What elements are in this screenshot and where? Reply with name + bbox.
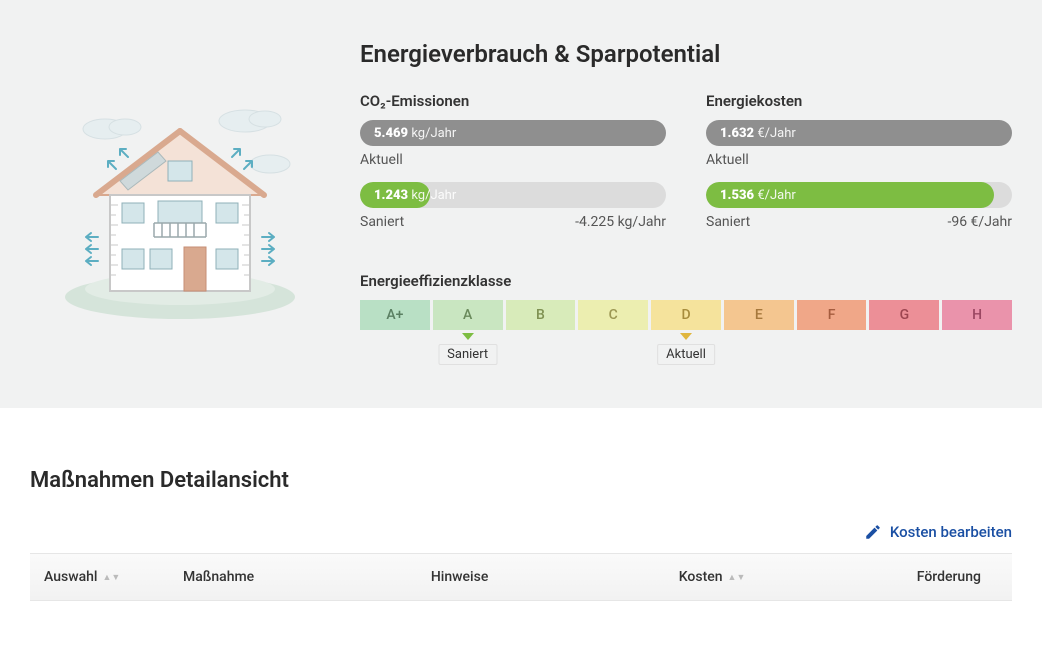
edit-costs-button[interactable]: Kosten bearbeiten <box>30 523 1012 541</box>
co2-current-bar: 5.469 kg/Jahr <box>360 120 666 146</box>
cost-renovated-bar: 1.536 €/Jahr <box>706 182 1012 208</box>
eff-marker-arrow <box>680 333 692 340</box>
cost-current-unit: €/Jahr <box>757 126 795 141</box>
col-auswahl[interactable]: Auswahl ▲▼ <box>30 569 169 585</box>
detail-table[interactable]: Auswahl ▲▼ Maßnahme Hinweise Kosten ▲▼ Förderu… <box>30 553 1012 613</box>
eff-marker-label: Aktuell <box>657 344 715 365</box>
cost-current-caption: Aktuell <box>706 152 749 168</box>
pencil-icon <box>864 523 882 541</box>
metric-cost: Energiekosten 1.632 €/Jahr Aktuell 1.536… <box>706 92 1012 244</box>
eff-class-box: G <box>869 300 939 330</box>
efficiency-grid: A+ASaniertBCDAktuellEFGH <box>360 300 1012 330</box>
col-label: Förderung <box>917 569 981 585</box>
co2-label: CO₂-Emissionen <box>360 92 666 110</box>
eff-class-E: E <box>724 300 794 330</box>
cost-current-value: 1.632 <box>720 126 754 141</box>
panel-title: Energieverbrauch & Sparpotential <box>360 40 1012 68</box>
house-illustration <box>30 40 330 378</box>
co2-current-caption: Aktuell <box>360 152 403 168</box>
col-label: Hinweise <box>431 569 488 585</box>
co2-delta: -4.225 kg/Jahr <box>575 214 666 230</box>
eff-class-box: C <box>578 300 648 330</box>
efficiency-label: Energieeffizienzklasse <box>360 272 1012 290</box>
col-label: Auswahl <box>44 569 97 585</box>
eff-class-box: D <box>651 300 721 330</box>
metric-co2: CO₂-Emissionen 5.469 kg/Jahr Aktuell 1.2… <box>360 92 666 244</box>
eff-class-F: F <box>797 300 867 330</box>
house-svg <box>50 89 310 329</box>
eff-class-box: B <box>506 300 576 330</box>
eff-class-G: G <box>869 300 939 330</box>
eff-class-B: B <box>506 300 576 330</box>
col-hinweise: Hinweise <box>417 569 665 585</box>
energy-panel: Energieverbrauch & Sparpotential CO₂-Emi… <box>0 0 1042 408</box>
eff-class-Aplus: A+ <box>360 300 430 330</box>
table-header: Auswahl ▲▼ Maßnahme Hinweise Kosten ▲▼ Förderu… <box>30 553 1012 601</box>
co2-renovated-caption: Saniert <box>360 214 404 230</box>
metrics-row: CO₂-Emissionen 5.469 kg/Jahr Aktuell 1.2… <box>360 92 1012 244</box>
col-kosten[interactable]: Kosten ▲▼ <box>665 569 903 585</box>
eff-class-box: H <box>942 300 1012 330</box>
eff-class-D: DAktuell <box>651 300 721 330</box>
co2-renovated-value: 1.243 <box>374 188 408 203</box>
co2-current-value: 5.469 <box>374 126 408 141</box>
co2-renovated-bar: 1.243 kg/Jahr <box>360 182 666 208</box>
co2-renovated-unit: kg/Jahr <box>411 188 456 203</box>
col-maßnahme: Maßnahme <box>169 569 417 585</box>
cost-current-bar: 1.632 €/Jahr <box>706 120 1012 146</box>
cost-renovated-value: 1.536 <box>720 188 754 203</box>
eff-class-box: A+ <box>360 300 430 330</box>
sort-icon: ▲▼ <box>728 572 746 583</box>
col-label: Maßnahme <box>183 569 254 585</box>
detail-title: Maßnahmen Detailansicht <box>30 468 1012 493</box>
cost-renovated-unit: €/Jahr <box>757 188 795 203</box>
col-förderung: Förderung <box>903 569 1012 585</box>
eff-marker-label: Saniert <box>438 344 497 365</box>
cost-delta: -96 €/Jahr <box>947 214 1012 230</box>
sort-icon: ▲▼ <box>102 572 120 583</box>
eff-class-box: A <box>433 300 503 330</box>
eff-class-A: ASaniert <box>433 300 503 330</box>
col-label: Kosten <box>679 569 723 585</box>
co2-current-unit: kg/Jahr <box>411 126 456 141</box>
edit-costs-label: Kosten bearbeiten <box>890 523 1012 541</box>
cost-label: Energiekosten <box>706 92 1012 110</box>
eff-class-box: F <box>797 300 867 330</box>
eff-class-H: H <box>942 300 1012 330</box>
cost-renovated-caption: Saniert <box>706 214 750 230</box>
eff-class-C: C <box>578 300 648 330</box>
eff-class-box: E <box>724 300 794 330</box>
eff-marker-arrow <box>462 333 474 340</box>
